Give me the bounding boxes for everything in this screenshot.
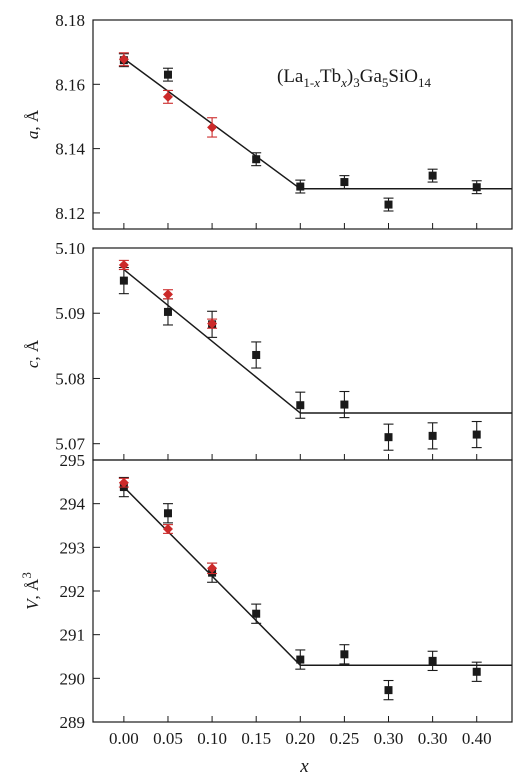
x-tick-label: 0.15 (241, 729, 271, 748)
data-point-square (384, 686, 393, 695)
data-point-square (163, 509, 172, 518)
compound-formula: (La1-xTbx)3Ga5SiO14 (277, 66, 431, 90)
y-tick-label: 294 (60, 495, 86, 514)
data-point-diamond (162, 91, 173, 102)
x-tick-label: 0.00 (109, 729, 139, 748)
series-black-squares (118, 53, 482, 212)
x-tick-label: 0.05 (153, 729, 183, 748)
formula-subscript: 14 (418, 75, 432, 90)
data-point-square (472, 667, 481, 676)
plot-frame (92, 247, 513, 461)
y-axis-unit: , Å (23, 109, 42, 131)
y-tick-label: 291 (60, 626, 86, 645)
data-point-diamond (207, 563, 218, 574)
y-axis-var: c (23, 360, 42, 368)
y-axis-title: V, Å3 (19, 572, 42, 610)
plot-frame (92, 459, 513, 723)
series-black-squares (118, 267, 482, 451)
data-point-square (428, 656, 437, 665)
y-tick-label: 8.12 (55, 204, 85, 223)
data-point-square (384, 200, 393, 209)
data-point-diamond (207, 122, 218, 133)
formula-part: SiO (388, 66, 418, 87)
data-point-square (340, 178, 349, 187)
data-point-diamond (207, 318, 218, 329)
x-tick-label: 0.20 (285, 729, 315, 748)
y-axis-unit-exponent: 3 (19, 572, 34, 579)
y-axis-var: a (23, 131, 42, 140)
panel-2: 5.07 5.08 5.09 5.10 c, Å (23, 239, 513, 461)
x-tick-label: 0.30 (374, 729, 404, 748)
formula-part: ) (347, 66, 353, 87)
y-axis-unit: , Å (23, 339, 42, 361)
formula-part: (La (277, 66, 304, 87)
formula-part: Tb (320, 66, 341, 87)
series-red-diamonds (118, 477, 218, 575)
y-tick-label: 5.09 (55, 304, 85, 323)
formula-subscript: 1- (303, 75, 314, 90)
y-tick-label: 293 (60, 538, 86, 557)
series-red-diamonds (118, 259, 218, 329)
data-point-diamond (118, 259, 129, 270)
data-point-square (163, 70, 172, 79)
x-tick-label: 0.25 (330, 729, 360, 748)
series-black-squares (118, 476, 482, 701)
y-tick-label: 8.14 (55, 140, 85, 159)
data-point-square (163, 307, 172, 316)
y-axis-var: V (23, 597, 42, 610)
y-tick-label: 8.18 (55, 11, 85, 30)
y-tick-label: 5.08 (55, 369, 85, 388)
panel-1: 8.128.148.168.18a, Å(La1-xTbx)3Ga5SiO14 (23, 11, 513, 230)
data-point-square (252, 350, 261, 359)
data-point-square (340, 650, 349, 659)
formula-subscript: 3 (353, 75, 360, 90)
y-tick-label: 295 (60, 451, 86, 470)
data-point-square (252, 155, 261, 164)
data-point-square (119, 276, 128, 285)
data-point-square (472, 430, 481, 439)
x-axis-title: x (299, 756, 309, 777)
y-axis-title: a, Å (23, 109, 42, 139)
x-tick-label: 0.10 (197, 729, 227, 748)
fit-line (123, 268, 512, 414)
data-point-square (472, 183, 481, 192)
x-tick-label: 0.30 (418, 729, 448, 748)
plot-frame (92, 19, 513, 230)
y-axis-unit: , Å (23, 578, 42, 600)
data-point-square (296, 655, 305, 664)
formula-subscript: x (340, 75, 347, 90)
formula-subscript: x (313, 75, 320, 90)
data-point-square (340, 400, 349, 409)
data-point-square (428, 171, 437, 180)
data-point-diamond (162, 523, 173, 534)
y-tick-label: 290 (60, 669, 86, 688)
data-point-diamond (162, 289, 173, 300)
data-point-square (428, 431, 437, 440)
data-point-diamond (118, 54, 129, 65)
data-point-square (296, 182, 305, 191)
y-axis-title: c, Å (23, 339, 42, 368)
formula-subscript: 5 (382, 75, 389, 90)
y-tick-label: 289 (60, 713, 86, 732)
y-tick-label: 8.16 (55, 75, 85, 94)
y-tick-label: 5.07 (55, 435, 85, 454)
x-tick-label: 0.40 (462, 729, 492, 748)
y-tick-label: 292 (60, 582, 86, 601)
data-point-square (384, 433, 393, 442)
fit-line (123, 486, 512, 666)
formula-part: Ga (360, 66, 383, 87)
data-point-diamond (118, 477, 129, 488)
y-tick-label: 5.10 (55, 239, 85, 258)
data-point-square (252, 609, 261, 618)
panel-3: 289 290 291 292 293 294 295 V, Å3 0.00 0.05 0.10 0.… (19, 451, 513, 777)
series-red-diamonds (118, 52, 218, 138)
data-point-square (296, 401, 305, 410)
